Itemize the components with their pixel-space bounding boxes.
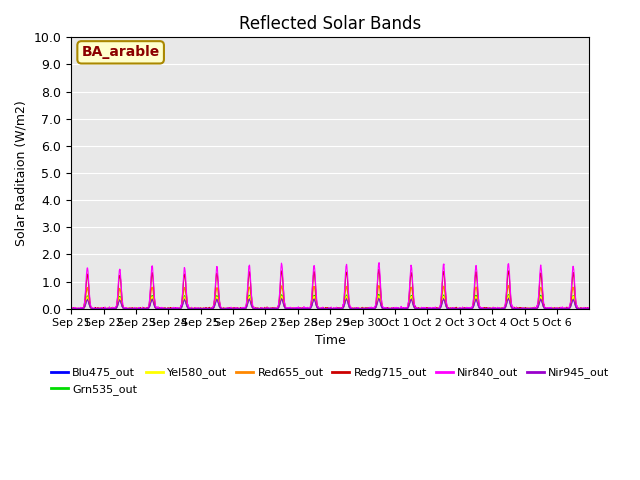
Title: Reflected Solar Bands: Reflected Solar Bands — [239, 15, 421, 33]
Y-axis label: Solar Raditaion (W/m2): Solar Raditaion (W/m2) — [15, 100, 28, 246]
X-axis label: Time: Time — [315, 334, 346, 347]
Text: BA_arable: BA_arable — [81, 45, 160, 60]
Legend: Blu475_out, Grn535_out, Yel580_out, Red655_out, Redg715_out, Nir840_out, Nir945_: Blu475_out, Grn535_out, Yel580_out, Red6… — [47, 363, 614, 399]
